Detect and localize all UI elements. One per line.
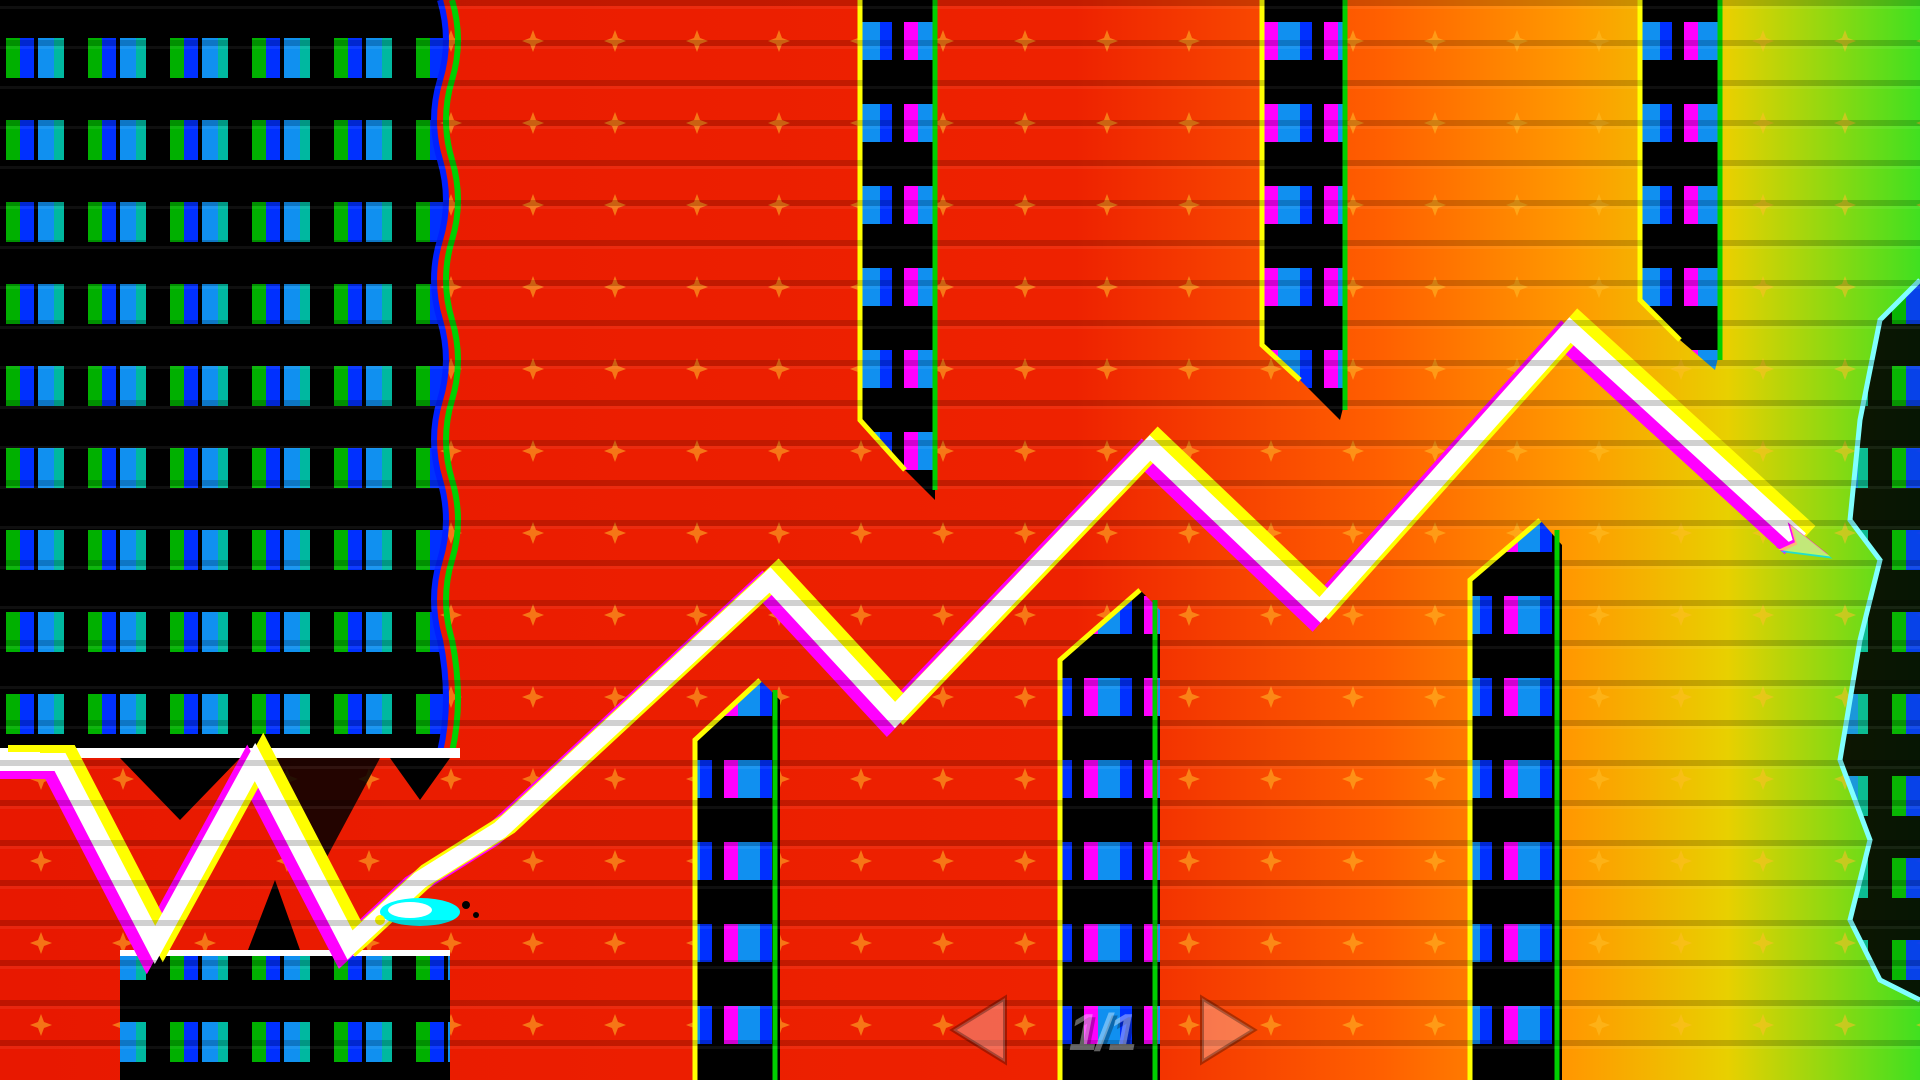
page-indicator: 1/1	[1068, 1004, 1137, 1062]
triangle-right-icon	[1200, 994, 1258, 1066]
prev-page-button[interactable]	[945, 990, 1011, 1070]
triangle-left-icon	[949, 994, 1007, 1066]
next-page-button[interactable]	[1196, 990, 1262, 1070]
